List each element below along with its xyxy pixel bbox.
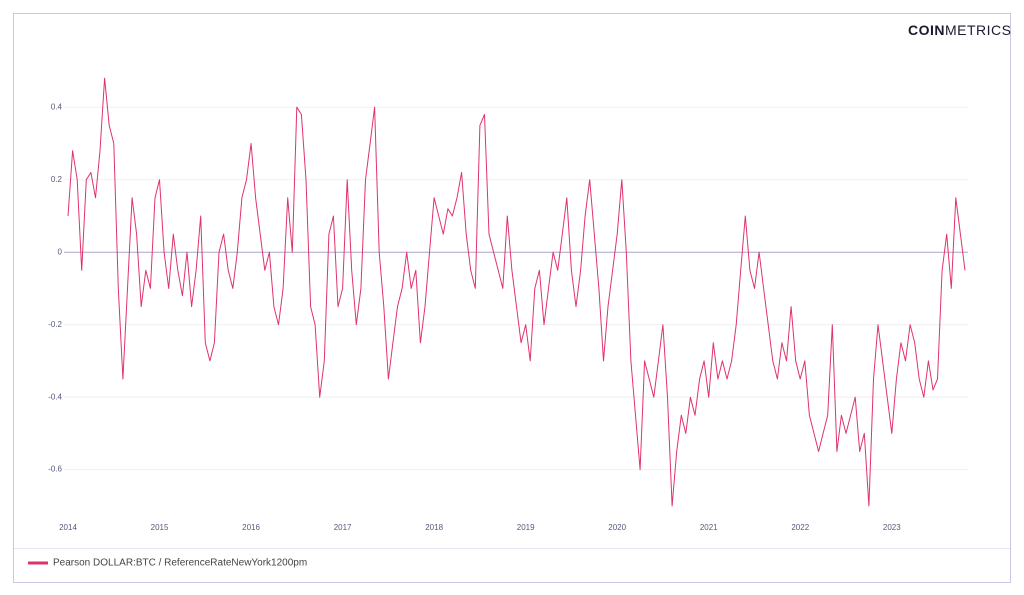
logo-bold: COIN [908,22,945,38]
x-tick-label: 2014 [59,523,77,532]
y-tick-label: -0.2 [48,320,62,329]
data-line [67,77,966,507]
x-tick-label: 2022 [791,523,809,532]
frame [13,13,1011,583]
y-tick-label: 0 [58,247,63,256]
x-tick-label: 2018 [425,523,443,532]
x-tick-label: 2015 [151,523,169,532]
x-tick-label: 2016 [242,523,260,532]
y-tick-label: 0.2 [51,175,63,184]
legend-label: Pearson DOLLAR:BTC / ReferenceRateNewYor… [53,558,307,569]
y-tick-label: -0.4 [48,392,62,401]
x-tick-label: 2020 [608,523,626,532]
x-tick-label: 2021 [700,523,718,532]
x-tick-label: 2017 [334,523,352,532]
x-tick-label: 2019 [517,523,535,532]
logo-light: METRICS [945,22,1012,38]
logo: COINMETRICS [908,22,1012,38]
y-tick-label: 0.4 [51,102,63,111]
y-tick-label: -0.6 [48,465,62,474]
x-tick-label: 2023 [883,523,901,532]
